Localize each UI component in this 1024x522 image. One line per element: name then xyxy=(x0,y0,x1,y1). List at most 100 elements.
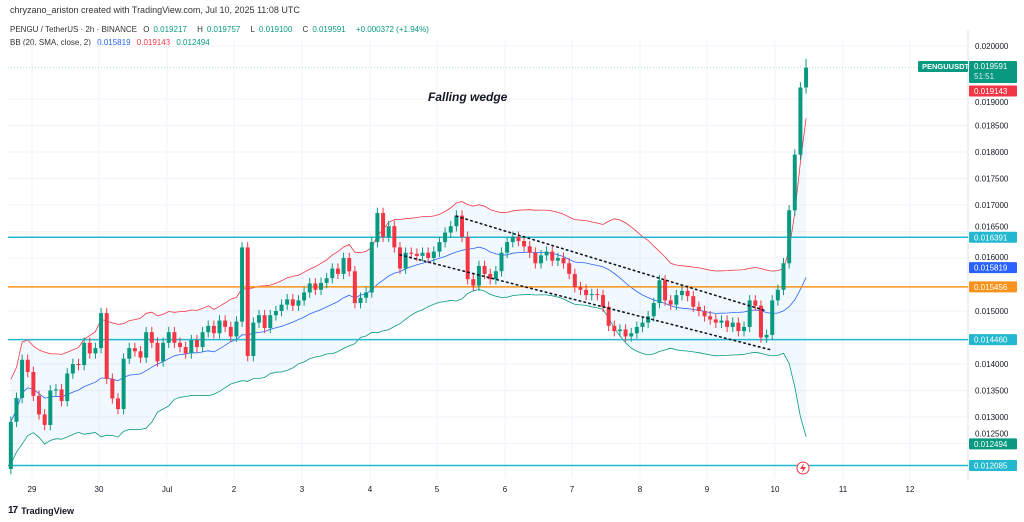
candle-body xyxy=(798,87,803,155)
candle xyxy=(14,392,19,428)
candle-body xyxy=(268,315,273,328)
candle xyxy=(375,207,380,248)
symbol-legend[interactable]: PENGU / TetherUS · 2h · BINANCE O 0.01921… xyxy=(10,25,429,34)
symbol-label-text: PENGUUSDT xyxy=(922,62,970,71)
level-price-label-bg xyxy=(969,459,1017,471)
candle xyxy=(273,305,278,321)
wedge-trendline xyxy=(455,215,768,312)
candle-body xyxy=(663,280,668,301)
time-tick-label: 2 xyxy=(232,485,237,494)
level-price-label-bg xyxy=(969,231,1017,243)
candle-body xyxy=(115,398,120,410)
candle-body xyxy=(719,320,724,323)
candle-body xyxy=(110,378,115,399)
last-price-text: 0.019591 xyxy=(974,62,1008,71)
candle-body xyxy=(240,247,245,322)
indicator-legend[interactable]: BB (20, SMA, close, 2) 0.015819 0.019143… xyxy=(10,36,433,49)
candle xyxy=(166,326,171,349)
symbol-title: PENGU / TetherUS · 2h · BINANCE xyxy=(10,25,137,34)
candle-body xyxy=(471,279,476,286)
candle xyxy=(527,241,532,258)
candle xyxy=(775,284,780,306)
candle-body xyxy=(138,351,143,358)
bb-lower-price-label-bg xyxy=(969,438,1017,450)
time-tick-label: 4 xyxy=(368,485,373,494)
candle-body xyxy=(307,283,312,293)
price-axis[interactable]: 0.020000 0.019000 0.018500 0.018000 0.017500… xyxy=(975,42,1009,439)
candle-body xyxy=(403,252,408,269)
candle-body xyxy=(522,241,527,247)
candle-body xyxy=(189,340,194,354)
candle xyxy=(770,295,775,341)
candle-body xyxy=(454,215,459,227)
candle-body xyxy=(414,253,419,256)
time-axis[interactable]: 29 30 Jul 2 3 4 5 6 7 8 9 10 11 12 xyxy=(28,485,915,494)
candle-body xyxy=(567,263,572,274)
candle xyxy=(223,315,228,333)
candle xyxy=(115,393,120,415)
price-tick-label: 0.017000 xyxy=(975,201,1009,210)
candle-body xyxy=(324,278,329,283)
candle-body xyxy=(178,342,183,348)
bb-basis-price-label-text: 0.015819 xyxy=(974,264,1008,273)
candle xyxy=(465,231,470,285)
candle xyxy=(217,315,222,339)
candle xyxy=(42,409,47,431)
candle xyxy=(713,314,718,328)
candle-body xyxy=(296,300,301,306)
candle-body xyxy=(104,313,109,379)
price-tick-label: 0.018000 xyxy=(975,148,1009,157)
tradingview-logo[interactable]: 17 TradingView xyxy=(8,505,74,516)
candle xyxy=(555,252,560,266)
level-price-label: 0.012085 xyxy=(969,459,1017,471)
candle xyxy=(53,384,58,396)
high-value: 0.019757 xyxy=(206,25,241,34)
level-price-label: 0.016391 xyxy=(969,231,1017,243)
candle-body xyxy=(460,215,465,237)
candle-body xyxy=(223,320,228,327)
candle-body xyxy=(132,348,137,352)
tradingview-logo-icon: 17 xyxy=(8,505,18,516)
candle xyxy=(87,337,92,359)
level-price-label-text: 0.014460 xyxy=(974,336,1008,345)
bb-upper-price-label: 0.019143 xyxy=(969,85,1017,97)
candle-body xyxy=(448,226,453,233)
symbol-label: PENGUUSDT xyxy=(918,61,970,72)
trendlines xyxy=(399,215,774,352)
candle-body xyxy=(37,395,42,415)
candle-body xyxy=(155,342,160,362)
candle-body xyxy=(200,332,205,348)
candle-body xyxy=(285,299,290,305)
candle-body xyxy=(228,326,233,337)
candle xyxy=(578,281,583,296)
candle xyxy=(685,285,690,302)
wedge-trendline xyxy=(399,254,774,352)
open-value: 0.019217 xyxy=(153,25,187,34)
candle xyxy=(324,272,329,289)
candle xyxy=(161,337,166,367)
candle-body xyxy=(211,325,216,334)
candle-body xyxy=(234,321,239,337)
bb-lower-value: 0.012494 xyxy=(176,38,210,47)
candle xyxy=(70,358,75,379)
candle-body xyxy=(70,364,75,374)
candle xyxy=(397,242,402,274)
bb-upper-price-label-text: 0.019143 xyxy=(974,87,1008,96)
candle xyxy=(651,297,656,322)
candle-body xyxy=(161,342,166,362)
chart-credit: chryzano_ariston created with TradingVie… xyxy=(10,5,300,15)
candle xyxy=(319,277,324,296)
alert-lightning-icon[interactable] xyxy=(796,461,810,475)
candle-body xyxy=(708,316,713,320)
candle xyxy=(612,320,617,337)
candle xyxy=(804,58,809,94)
candle xyxy=(460,210,465,243)
candle-body xyxy=(544,251,549,256)
time-tick-label: 30 xyxy=(95,485,104,494)
candle xyxy=(234,316,239,342)
candle xyxy=(99,307,104,354)
candle-body xyxy=(527,246,532,253)
band-fill xyxy=(10,118,807,465)
candle xyxy=(758,300,763,343)
